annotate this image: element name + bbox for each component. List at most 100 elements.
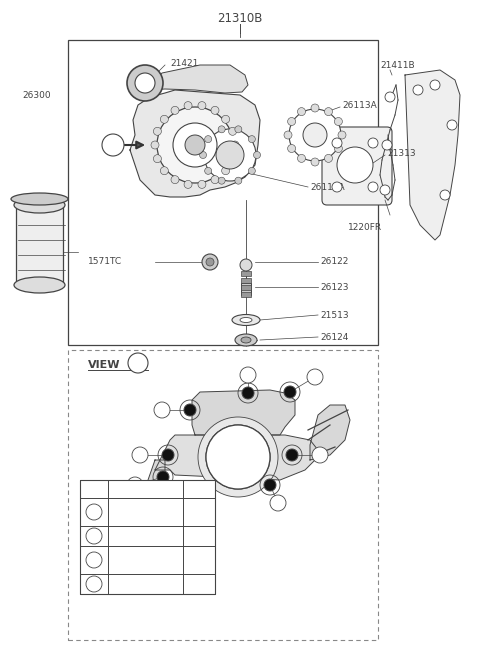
Text: 1220FR: 1220FR: [348, 223, 382, 231]
Circle shape: [385, 92, 395, 102]
Circle shape: [204, 129, 256, 181]
Text: A: A: [110, 141, 116, 149]
Circle shape: [337, 147, 373, 183]
Text: 26113A: 26113A: [342, 100, 377, 109]
Circle shape: [127, 477, 143, 493]
Circle shape: [324, 155, 333, 162]
Text: 26123: 26123: [320, 282, 348, 291]
Text: PNC.: PNC.: [134, 485, 157, 493]
Circle shape: [198, 417, 278, 497]
Circle shape: [380, 185, 390, 195]
Text: 21313: 21313: [387, 149, 416, 157]
Circle shape: [154, 402, 170, 418]
Circle shape: [173, 123, 217, 167]
Bar: [80, 480, 215, 594]
Text: 1140FS: 1140FS: [130, 531, 161, 540]
Text: 21310B: 21310B: [217, 12, 263, 24]
Text: Q'ty: Q'ty: [190, 485, 209, 493]
Ellipse shape: [11, 193, 68, 205]
Circle shape: [264, 479, 276, 491]
Circle shape: [430, 80, 440, 90]
Circle shape: [162, 449, 174, 461]
Text: b: b: [276, 498, 280, 508]
Text: b: b: [92, 531, 96, 540]
Circle shape: [160, 167, 168, 175]
Circle shape: [335, 117, 342, 126]
Circle shape: [160, 115, 168, 123]
Circle shape: [102, 134, 124, 156]
Circle shape: [211, 106, 219, 115]
Bar: [68, 350, 378, 640]
Circle shape: [128, 353, 148, 373]
Text: 1: 1: [196, 579, 203, 589]
Circle shape: [286, 449, 298, 461]
Circle shape: [413, 85, 423, 95]
Ellipse shape: [232, 314, 260, 326]
Bar: [241, 285, 251, 290]
Circle shape: [171, 106, 179, 115]
Circle shape: [206, 425, 270, 489]
Circle shape: [288, 145, 296, 153]
Bar: [68, 40, 378, 345]
Circle shape: [289, 109, 341, 161]
Circle shape: [222, 167, 229, 175]
Circle shape: [235, 178, 242, 184]
Polygon shape: [192, 390, 295, 435]
Text: 1140FH
1140FK: 1140FH 1140FK: [130, 502, 162, 521]
Ellipse shape: [14, 197, 65, 213]
Text: 1571TC: 1571TC: [88, 257, 122, 267]
Ellipse shape: [241, 337, 251, 343]
Circle shape: [332, 138, 342, 148]
Circle shape: [332, 182, 342, 192]
Circle shape: [204, 168, 212, 174]
Text: 1140EB: 1140EB: [130, 580, 162, 588]
Circle shape: [248, 168, 255, 174]
Text: c: c: [318, 451, 322, 460]
Text: 21421: 21421: [170, 58, 198, 67]
Circle shape: [200, 151, 206, 159]
Circle shape: [242, 387, 254, 399]
Ellipse shape: [240, 318, 252, 322]
Polygon shape: [130, 90, 260, 197]
Polygon shape: [310, 405, 350, 460]
Bar: [241, 271, 251, 276]
Circle shape: [240, 259, 252, 271]
Text: a: a: [132, 481, 137, 489]
Circle shape: [382, 140, 392, 150]
Circle shape: [135, 73, 155, 93]
Circle shape: [228, 155, 237, 162]
Bar: [16, 205, 63, 285]
Circle shape: [303, 123, 327, 147]
Circle shape: [248, 136, 255, 143]
Circle shape: [298, 155, 305, 162]
Polygon shape: [155, 435, 318, 480]
Circle shape: [206, 258, 214, 266]
Polygon shape: [405, 70, 460, 240]
Text: 1: 1: [196, 531, 203, 541]
Circle shape: [253, 151, 261, 159]
Circle shape: [440, 190, 450, 200]
Polygon shape: [148, 460, 165, 500]
Circle shape: [311, 104, 319, 112]
Text: 1140FN
1140FP: 1140FN 1140FP: [130, 550, 162, 570]
Text: 1: 1: [196, 555, 203, 565]
Circle shape: [240, 367, 256, 383]
Text: a: a: [160, 405, 164, 415]
Circle shape: [206, 425, 270, 489]
Circle shape: [86, 528, 102, 544]
Circle shape: [154, 155, 161, 162]
Circle shape: [154, 127, 161, 136]
Circle shape: [324, 107, 333, 116]
Circle shape: [270, 495, 286, 511]
Circle shape: [311, 158, 319, 166]
Polygon shape: [148, 65, 248, 93]
Circle shape: [86, 552, 102, 568]
Circle shape: [185, 135, 205, 155]
Circle shape: [284, 386, 296, 398]
Circle shape: [368, 182, 378, 192]
Text: A: A: [134, 358, 142, 367]
Text: c: c: [92, 555, 96, 565]
Text: a: a: [92, 508, 96, 517]
Circle shape: [218, 126, 225, 133]
Text: 26124: 26124: [320, 333, 348, 341]
